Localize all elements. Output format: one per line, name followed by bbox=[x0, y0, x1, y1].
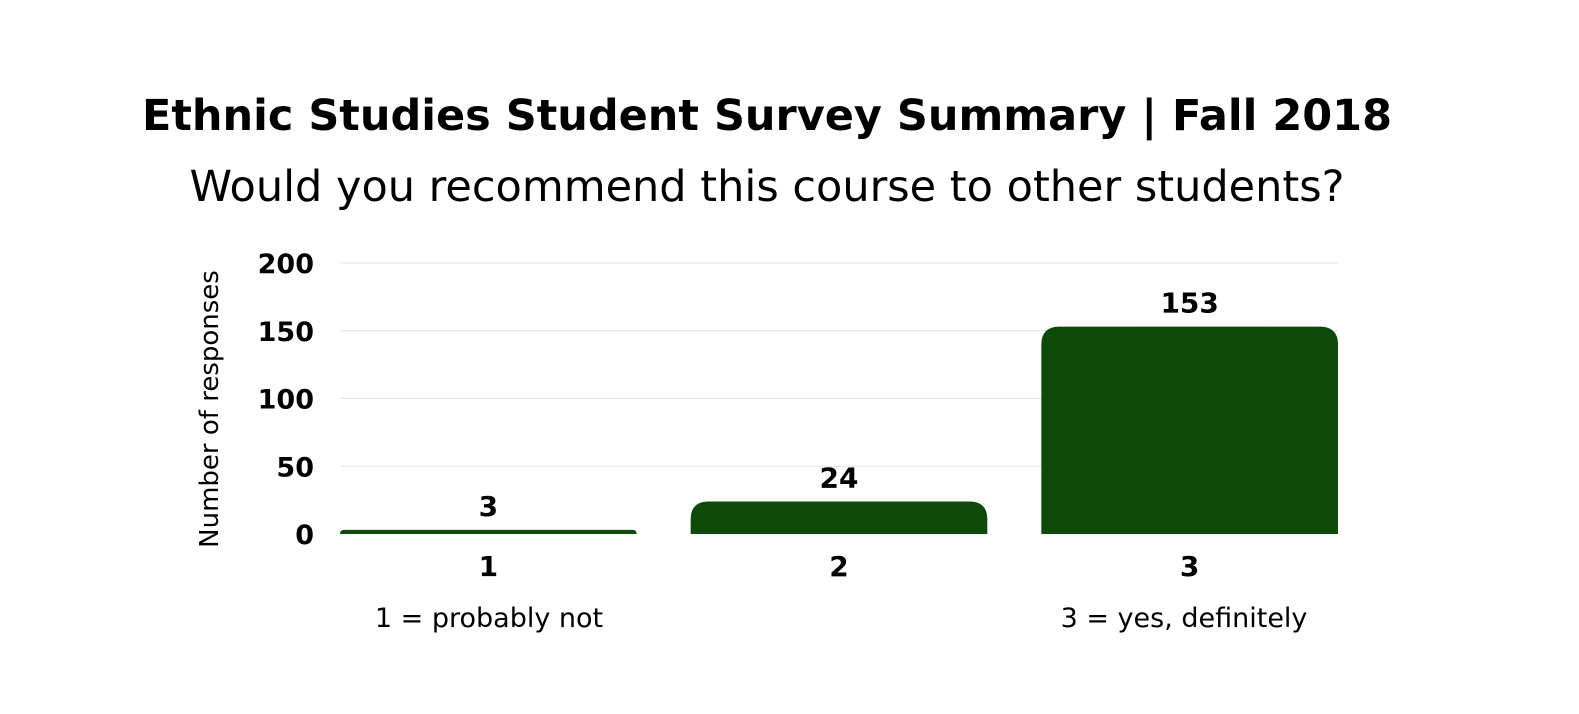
data-label-3: 153 bbox=[1160, 287, 1218, 320]
bar-1 bbox=[340, 529, 637, 534]
annotation-right: 3 = yes, definitely bbox=[1061, 603, 1308, 634]
y-axis-ticks: 0 50 100 150 200 bbox=[258, 249, 314, 551]
bar-2 bbox=[690, 501, 988, 534]
y-tick-label: 50 bbox=[276, 452, 314, 483]
x-axis-ticks: 1 2 3 bbox=[479, 550, 1200, 583]
data-label-2: 24 bbox=[820, 461, 859, 494]
y-tick-label: 200 bbox=[258, 249, 314, 280]
chart-title: Ethnic Studies Student Survey Summary | … bbox=[141, 91, 1393, 141]
data-labels: 3 24 153 bbox=[479, 287, 1219, 523]
y-axis-label: Number of responses bbox=[195, 270, 225, 548]
y-tick-label: 0 bbox=[295, 520, 314, 551]
data-label-1: 3 bbox=[479, 490, 498, 523]
bar-3 bbox=[1041, 326, 1338, 534]
chart-subtitle: Would you recommend this course to other… bbox=[189, 162, 1345, 212]
x-tick-label-1: 1 bbox=[479, 550, 498, 583]
annotation-left: 1 = probably not bbox=[375, 603, 603, 634]
bars bbox=[340, 326, 1338, 534]
y-tick-label: 100 bbox=[258, 385, 314, 416]
x-tick-label-2: 2 bbox=[829, 550, 848, 583]
x-tick-label-3: 3 bbox=[1180, 550, 1199, 583]
y-tick-label: 150 bbox=[258, 317, 314, 348]
